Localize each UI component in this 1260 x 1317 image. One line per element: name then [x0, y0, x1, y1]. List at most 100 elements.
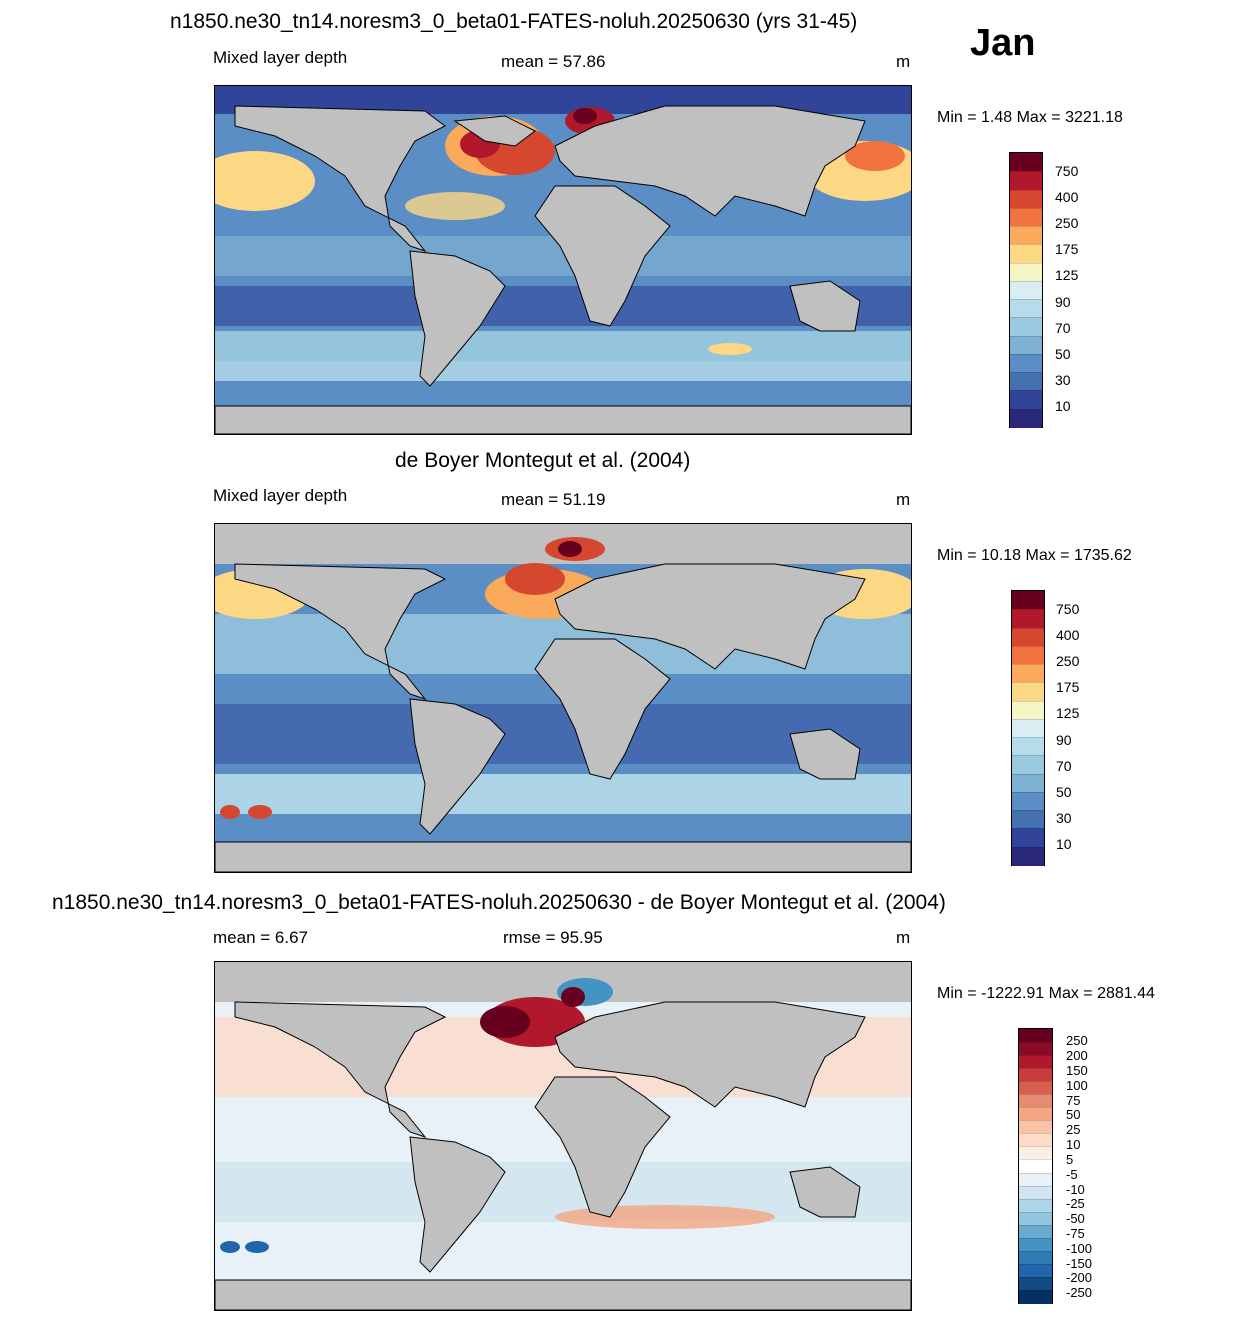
colorbar-segment: [1010, 262, 1042, 283]
colorbar-tick-label: 10: [1066, 1137, 1081, 1153]
colorbar-tick-label: 70: [1056, 757, 1072, 774]
colorbar-tick-label: 150: [1066, 1063, 1088, 1079]
colorbar-segment: [1019, 1224, 1052, 1240]
colorbar-segment: [1019, 1211, 1052, 1227]
colorbar-segment: [1019, 1263, 1052, 1279]
colorbar-segment: [1019, 1120, 1052, 1135]
panel3-map-svg: [215, 962, 911, 1310]
colorbar-tick-label: 30: [1055, 371, 1071, 388]
colorbar-tick-label: 90: [1056, 731, 1072, 748]
colorbar-segment: [1010, 280, 1042, 301]
panel1-colorbar: [1009, 152, 1043, 429]
colorbar-tick-label: 25: [1066, 1122, 1081, 1138]
colorbar-segment: [1010, 390, 1042, 411]
panel3-mean-label: mean = 6.67: [213, 928, 308, 947]
colorbar-segment: [1019, 1185, 1052, 1201]
colorbar-segment: [1019, 1133, 1052, 1148]
colorbar-tick-label: 175: [1055, 241, 1079, 258]
panel3-unit-label: m: [896, 928, 911, 947]
colorbar-tick-label: 750: [1056, 601, 1080, 618]
colorbar-tick-label: 10: [1055, 397, 1071, 414]
colorbar-segment: [1019, 1081, 1052, 1096]
colorbar-segment: [1012, 700, 1044, 721]
panel1-minmax-label: Min = 1.48 Max = 3221.18: [937, 109, 1123, 126]
colorbar-tick-label: 400: [1055, 189, 1079, 206]
colorbar-segment: [1010, 226, 1042, 246]
colorbar-segment: [1019, 1107, 1052, 1122]
colorbar-segment: [1019, 1068, 1052, 1083]
colorbar-tick-label: 50: [1055, 345, 1071, 362]
colorbar-segment: [1012, 718, 1044, 739]
colorbar-segment: [1012, 737, 1044, 757]
panel2-colorbar: [1011, 590, 1045, 867]
colorbar-segment: [1019, 1172, 1052, 1188]
colorbar-segment: [1012, 810, 1044, 830]
colorbar-tick-label: 100: [1066, 1077, 1088, 1093]
panel2-map-svg: [215, 524, 911, 872]
panel3-colorbar: [1018, 1028, 1053, 1305]
colorbar-tick-label: 125: [1056, 705, 1080, 722]
panel2-title: de Boyer Montegut et al. (2004): [395, 449, 691, 472]
colorbar-tick-label: -150: [1066, 1255, 1093, 1271]
colorbar-segment: [1010, 317, 1042, 338]
colorbar-segment: [1012, 645, 1044, 666]
panel2-unit-label: m: [896, 490, 911, 509]
colorbar-tick-label: -5: [1066, 1166, 1078, 1182]
colorbar-segment: [1019, 1146, 1052, 1161]
colorbar-segment: [1019, 1250, 1052, 1266]
panel2-map: [214, 523, 912, 873]
colorbar-segment: [1010, 153, 1042, 172]
colorbar-segment: [1019, 1055, 1052, 1070]
panel2-minmax-label: Min = 10.18 Max = 1735.62: [937, 547, 1132, 564]
colorbar-tick-label: -25: [1066, 1196, 1085, 1212]
panel2-variable-label: Mixed layer depth: [213, 486, 348, 505]
colorbar-segment: [1010, 372, 1042, 392]
colorbar-segment: [1012, 664, 1044, 684]
colorbar-segment: [1019, 1094, 1052, 1109]
colorbar-segment: [1010, 335, 1042, 356]
colorbar-tick-label: 200: [1066, 1048, 1088, 1064]
colorbar-segment: [1012, 682, 1044, 703]
colorbar-segment: [1012, 627, 1044, 648]
colorbar-segment: [1012, 791, 1044, 812]
panel3-rmse-label: rmse = 95.95: [503, 928, 603, 947]
panel2-mean-label: mean = 51.19: [501, 490, 606, 509]
colorbar-tick-label: -50: [1066, 1211, 1085, 1227]
panel1-mean-label: mean = 57.86: [501, 52, 606, 71]
colorbar-tick-label: -200: [1066, 1270, 1093, 1286]
panel1-map: [214, 85, 912, 435]
colorbar-tick-label: 90: [1055, 293, 1071, 310]
colorbar-tick-label: 400: [1056, 627, 1080, 644]
panel1-unit-label: m: [896, 52, 911, 71]
panel3-map: [214, 961, 912, 1311]
colorbar-tick-label: 250: [1055, 215, 1079, 232]
colorbar-segment: [1019, 1276, 1052, 1292]
colorbar-segment: [1019, 1237, 1052, 1253]
colorbar-segment: [1010, 353, 1042, 374]
colorbar-tick-label: 50: [1066, 1107, 1081, 1123]
colorbar-tick-label: 250: [1066, 1033, 1088, 1049]
colorbar-segment: [1010, 189, 1042, 210]
colorbar-tick-label: 175: [1056, 679, 1080, 696]
colorbar-segment: [1012, 846, 1044, 867]
panel1-variable-label: Mixed layer depth: [213, 48, 348, 67]
month-label: Jan: [970, 22, 1036, 64]
colorbar-tick-label: -75: [1066, 1225, 1085, 1241]
colorbar-tick-label: -10: [1066, 1181, 1085, 1197]
colorbar-segment: [1010, 171, 1042, 192]
colorbar-segment: [1012, 755, 1044, 776]
colorbar-tick-label: 30: [1056, 809, 1072, 826]
colorbar-segment: [1019, 1289, 1052, 1305]
colorbar-segment: [1012, 828, 1044, 849]
colorbar-tick-label: 10: [1056, 835, 1072, 852]
colorbar-tick-label: 250: [1056, 653, 1080, 670]
panel3-minmax-label: Min = -1222.91 Max = 2881.44: [937, 985, 1155, 1002]
colorbar-segment: [1010, 207, 1042, 228]
colorbar-tick-label: -100: [1066, 1240, 1093, 1256]
colorbar-segment: [1012, 773, 1044, 794]
colorbar-segment: [1019, 1029, 1052, 1043]
colorbar-tick-label: 75: [1066, 1092, 1081, 1108]
colorbar-tick-label: 125: [1055, 267, 1079, 284]
panel3-title: n1850.ne30_tn14.noresm3_0_beta01-FATES-n…: [52, 891, 946, 914]
colorbar-tick-label: 750: [1055, 163, 1079, 180]
